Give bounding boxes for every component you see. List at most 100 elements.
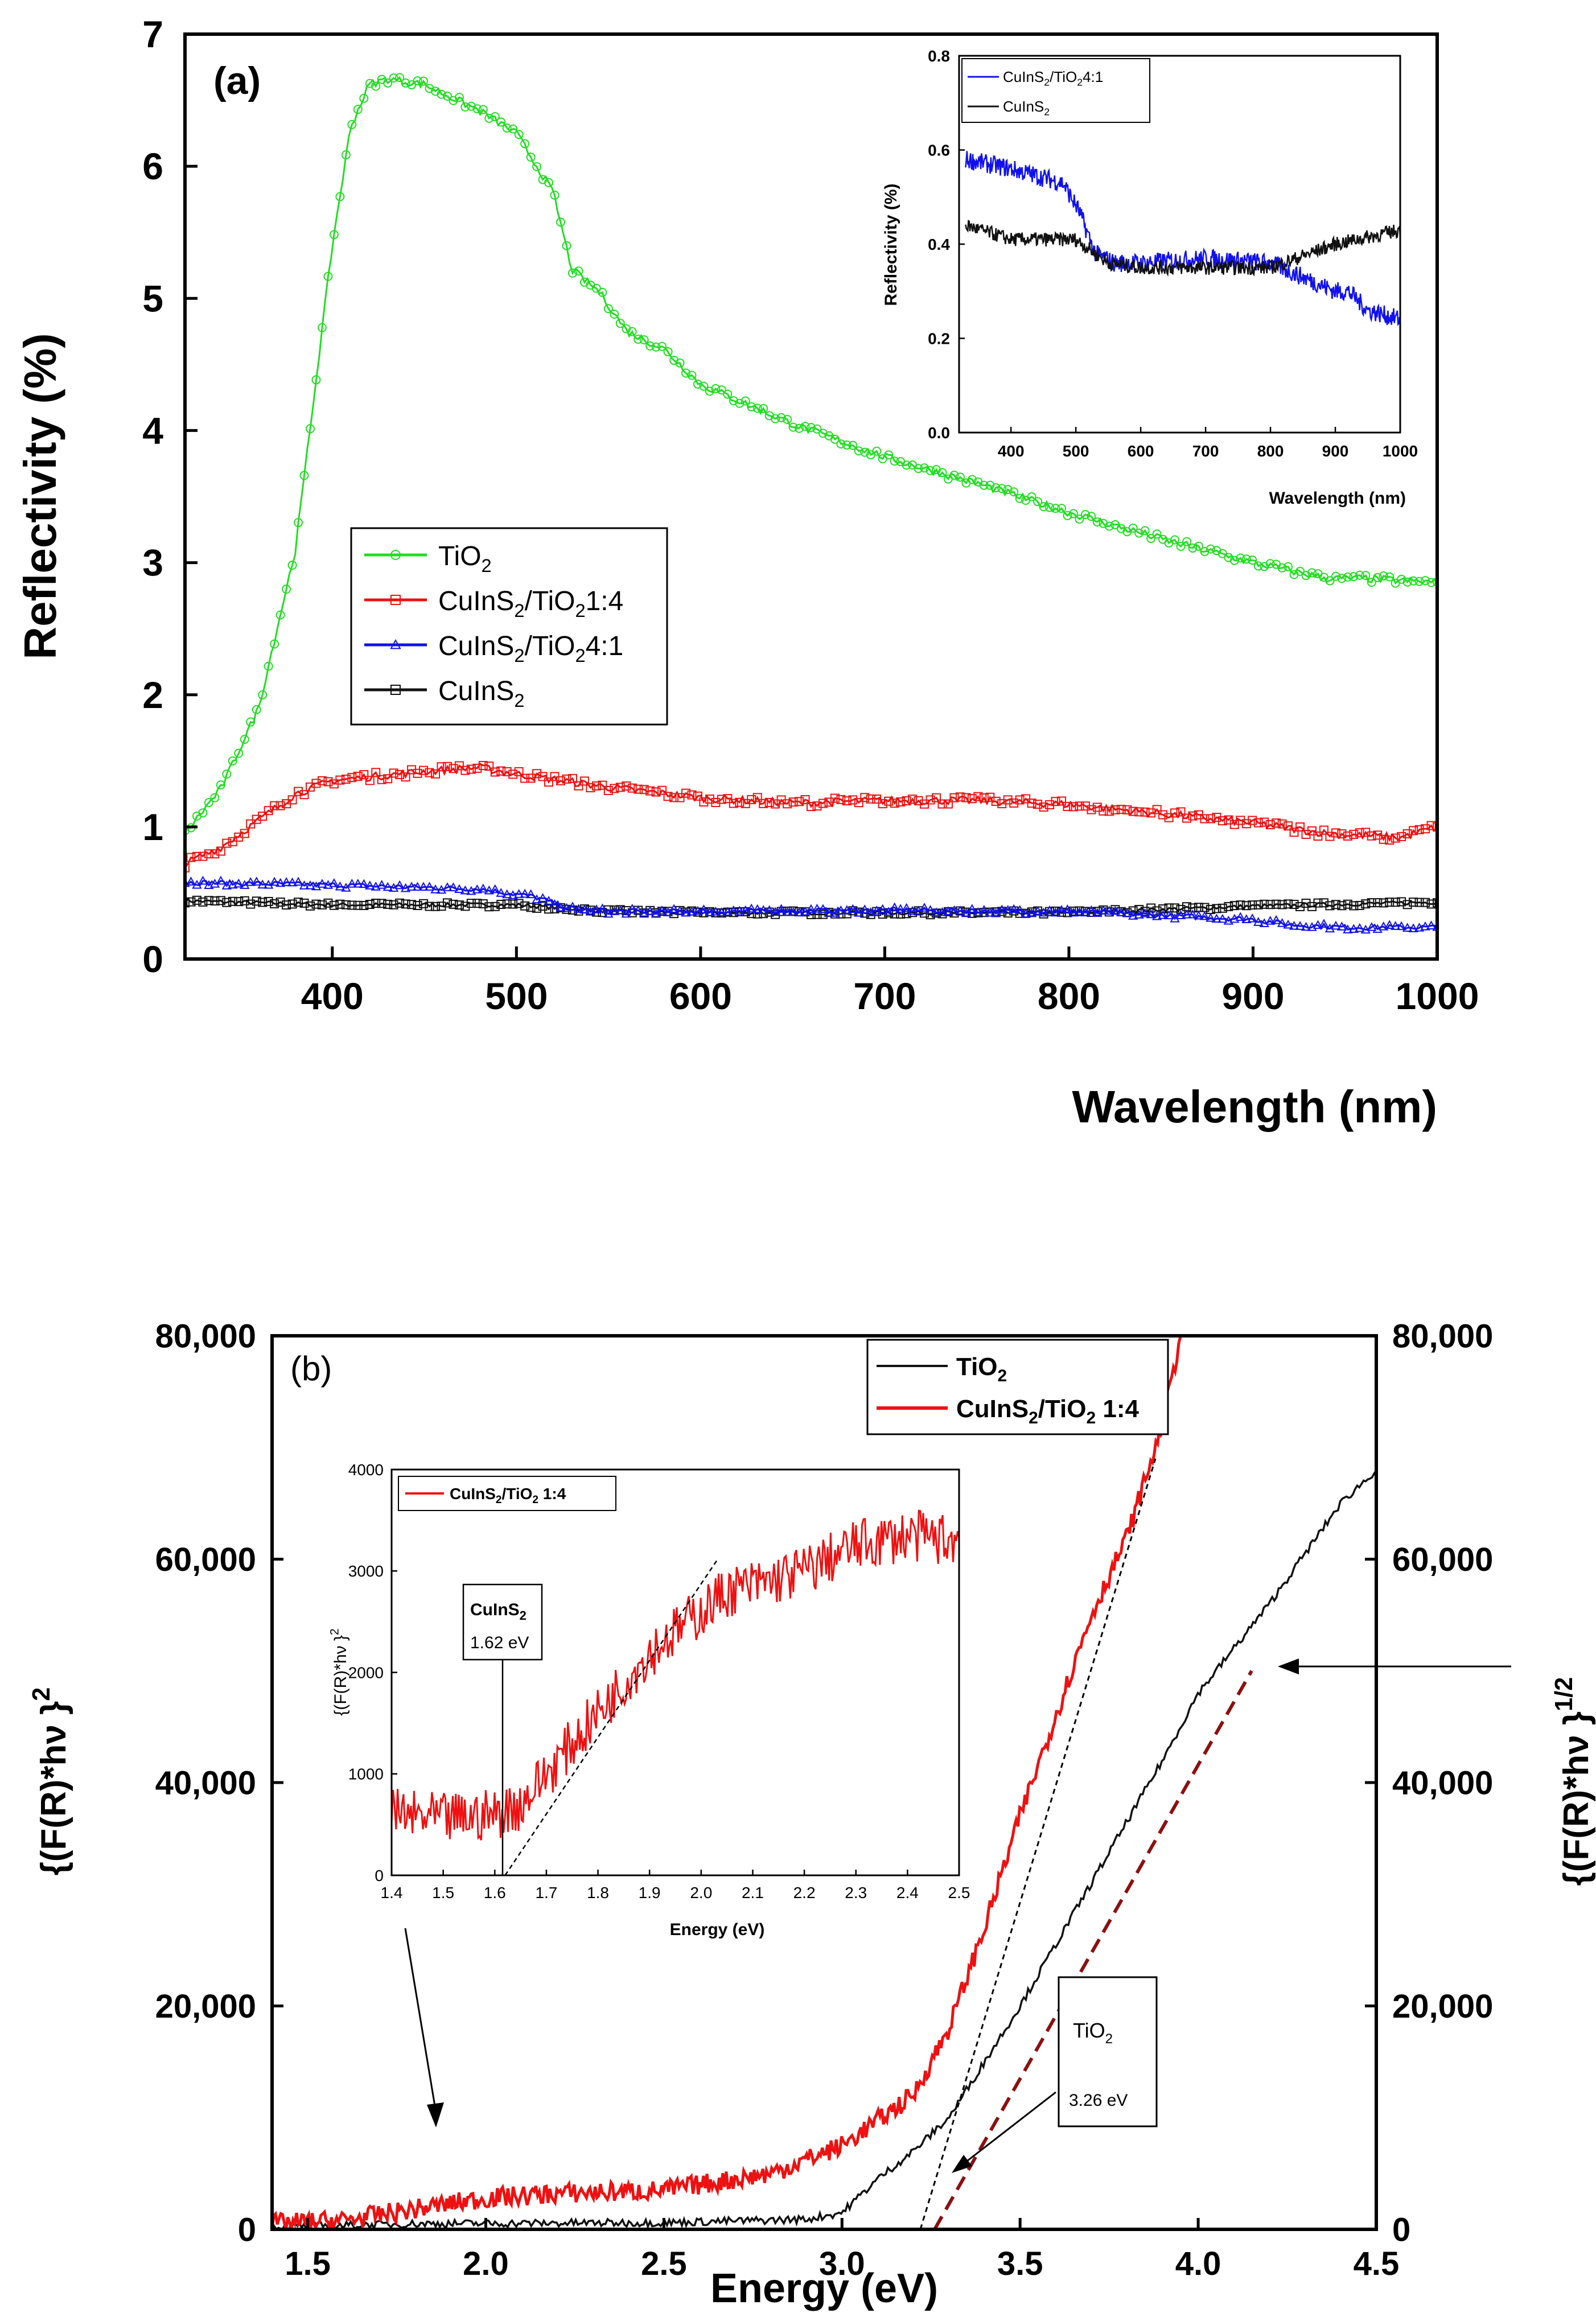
data-point [186, 876, 196, 886]
data-point [1236, 553, 1245, 563]
x-tick-label: 700 [1192, 442, 1219, 460]
data-point [1325, 576, 1335, 586]
data-point [1176, 541, 1186, 551]
data-point [1110, 906, 1120, 915]
data-point [866, 907, 876, 916]
text-part: 4:1 [1083, 68, 1103, 85]
data-point [597, 903, 608, 913]
panel-a-frame [183, 32, 1439, 961]
data-point [437, 89, 446, 99]
data-point [198, 851, 208, 861]
data-point [394, 880, 405, 890]
data-point [883, 907, 894, 916]
data-point [795, 423, 804, 433]
data-point [508, 899, 518, 909]
data-point [783, 799, 792, 809]
tio2-annotation-arrow [961, 2091, 1056, 2166]
legend-label: TiO2 [438, 541, 492, 576]
data-point [711, 384, 721, 393]
data-point [1176, 807, 1186, 817]
ylabel-sup: 1/2 [1550, 1677, 1578, 1711]
data-point [323, 898, 333, 908]
data-point [502, 889, 512, 899]
data-point [687, 790, 697, 800]
data-point [1014, 905, 1025, 914]
data-point [889, 902, 900, 912]
text-part: 2 [998, 1367, 1007, 1385]
data-point [1146, 808, 1156, 818]
data-point [591, 904, 602, 913]
inset-pointer-arrow-line [404, 1928, 436, 2106]
data-point [788, 907, 799, 916]
data-point [943, 799, 953, 809]
data-point [1408, 923, 1418, 932]
data-point [264, 806, 273, 816]
data-point [1397, 832, 1406, 841]
data-point [353, 105, 363, 114]
data-point [610, 310, 619, 319]
data-point [520, 773, 530, 783]
panel-b-inset-ticks: 1.4 1.5 1.6 1.7 1.8 1.9 2.0 2.1 2.2 2.3 2.4 2.5 0 100… [348, 1461, 970, 1902]
tio2-bandgap-value: 3.26 eV [1069, 2091, 1128, 2110]
data-point [419, 76, 429, 86]
data-point [985, 907, 995, 917]
text-part: 2 [1087, 1409, 1096, 1427]
data-point [484, 762, 494, 771]
data-point [407, 900, 417, 909]
y-tick-label: 1 [142, 806, 163, 848]
panel-a-inset: 400 500 600 700 800 900 1000 0.0 0.2 0.4 0.6 0.8 Wa… [882, 47, 1418, 508]
data-point [413, 768, 422, 778]
data-point [234, 748, 244, 758]
legend-swatch-marker [390, 639, 401, 649]
y-tick-label: 2000 [348, 1664, 384, 1681]
data-point [1402, 829, 1412, 839]
data-point [574, 781, 583, 791]
y-tick-label: 1000 [348, 1765, 384, 1783]
data-point [979, 905, 989, 914]
text-part: 2 [575, 600, 585, 621]
data-point [264, 661, 273, 671]
panel-b-inset-series [392, 1509, 959, 1841]
data-point [735, 398, 744, 408]
data-point [1075, 906, 1084, 916]
data-point [466, 764, 476, 774]
data-point [1003, 485, 1013, 495]
text-part: /TiO [525, 586, 575, 616]
data-point [747, 402, 756, 411]
data-point [544, 178, 554, 187]
data-point [275, 878, 286, 887]
panel-a-label: (a) [213, 59, 261, 102]
data-point [341, 774, 351, 784]
data-point [603, 304, 613, 314]
data-point [818, 799, 828, 808]
data-point [1087, 512, 1096, 521]
data-point [812, 909, 822, 919]
x-tick-label: 1.5 [285, 2245, 331, 2282]
data-point [1128, 523, 1138, 533]
data-point [1163, 910, 1174, 920]
y-tick-label: 3 [142, 542, 163, 584]
data-point [1277, 563, 1287, 573]
data-point [687, 371, 697, 380]
data-point [413, 76, 422, 86]
data-point [639, 785, 649, 795]
data-point [1355, 570, 1364, 580]
legend-item: TiO2 [364, 541, 492, 576]
data-point [1200, 814, 1210, 824]
data-point [645, 906, 655, 915]
data-point [269, 876, 279, 886]
data-point [1212, 904, 1221, 913]
data-point [884, 450, 894, 460]
data-point [287, 899, 297, 909]
data-point [389, 768, 398, 778]
panel-b: 1.5 2.0 2.5 3.0 3.5 4.0 4.50 020,000 20,00040,00… [28, 1318, 1596, 2311]
y-tick-label: 0.6 [928, 141, 950, 159]
data-point [674, 906, 685, 915]
data-point [985, 480, 995, 490]
data-point [818, 909, 828, 919]
data-point [234, 897, 244, 907]
data-point [1248, 900, 1257, 910]
data-point [341, 900, 351, 909]
inset-legend-label: CuInS2/TiO2 1:4 [450, 1485, 566, 1506]
data-point [442, 882, 453, 891]
